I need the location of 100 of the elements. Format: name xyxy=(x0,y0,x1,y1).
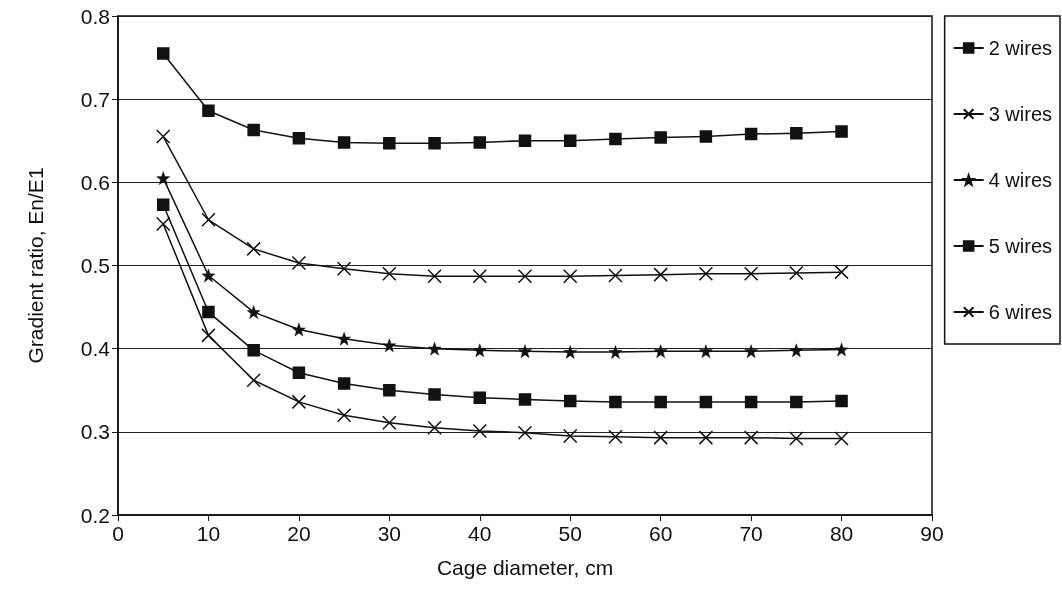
y-tick-label: 0.5 xyxy=(80,254,110,277)
point xyxy=(202,104,215,118)
point xyxy=(698,430,714,445)
point xyxy=(654,131,667,144)
point xyxy=(518,393,532,406)
x-tick-label: 0 xyxy=(112,522,124,545)
point xyxy=(201,328,216,343)
point xyxy=(517,269,533,284)
point xyxy=(155,216,171,232)
point xyxy=(563,134,577,147)
x-axis-title: Cage diameter, cm xyxy=(436,556,614,579)
legend-label: 5 wires xyxy=(988,235,1053,257)
x-tick-label: 80 xyxy=(829,522,854,545)
y-tick-label: 0.8 xyxy=(80,4,110,28)
point xyxy=(834,264,849,280)
y-tick-label: 0.2 xyxy=(80,503,110,527)
point xyxy=(699,344,713,358)
y-axis-title: Gradient ratio, En/E1 xyxy=(24,167,47,364)
point xyxy=(789,431,804,446)
x-tick-label: 70 xyxy=(739,522,763,545)
point xyxy=(156,198,170,212)
point xyxy=(292,366,306,380)
point xyxy=(427,341,442,356)
y-tick-label: 0.6 xyxy=(80,170,110,194)
point xyxy=(156,171,170,185)
point xyxy=(337,331,351,346)
point xyxy=(292,322,306,337)
point xyxy=(562,269,578,284)
point xyxy=(473,136,487,149)
point xyxy=(789,343,804,358)
point xyxy=(609,132,622,146)
point xyxy=(744,395,758,409)
legend-label: 2 wires xyxy=(988,37,1053,59)
point xyxy=(427,420,442,435)
point xyxy=(789,265,804,281)
point xyxy=(382,266,397,282)
point xyxy=(653,344,668,358)
x-tick-label: 50 xyxy=(558,522,582,545)
point xyxy=(246,373,261,388)
point xyxy=(337,377,351,390)
x-tick-label: 10 xyxy=(196,522,221,545)
point xyxy=(383,384,396,397)
point xyxy=(517,425,533,440)
point xyxy=(608,268,623,283)
point xyxy=(155,129,171,144)
point xyxy=(382,415,397,430)
point xyxy=(834,431,849,446)
point xyxy=(518,134,532,147)
point xyxy=(743,266,759,282)
point xyxy=(291,394,307,410)
legend-label: 3 wires xyxy=(988,103,1053,125)
point xyxy=(835,394,848,408)
point xyxy=(383,136,396,150)
point xyxy=(427,269,442,284)
point xyxy=(744,127,758,141)
point xyxy=(246,241,261,257)
point xyxy=(563,345,577,359)
point xyxy=(790,395,803,409)
point xyxy=(518,344,532,358)
point xyxy=(246,305,261,319)
point xyxy=(609,395,622,409)
point xyxy=(653,267,668,282)
point xyxy=(336,261,352,277)
x-tick-label: 60 xyxy=(648,522,673,545)
point xyxy=(292,132,306,145)
point xyxy=(472,423,488,439)
x-tick-label: 90 xyxy=(920,522,944,545)
point xyxy=(699,395,713,409)
x-tick-label: 40 xyxy=(468,522,492,545)
point xyxy=(653,430,668,445)
point xyxy=(428,136,441,150)
x-tick-label: 30 xyxy=(377,522,402,545)
point xyxy=(834,342,849,357)
point xyxy=(835,125,848,138)
point xyxy=(201,268,216,283)
point xyxy=(473,391,487,404)
point xyxy=(472,269,488,284)
point xyxy=(336,407,352,423)
point xyxy=(428,388,441,401)
point xyxy=(247,344,260,357)
point xyxy=(608,429,623,445)
point xyxy=(247,123,260,137)
point xyxy=(382,338,397,353)
point xyxy=(608,345,623,359)
point xyxy=(563,394,577,408)
point xyxy=(790,127,803,140)
point xyxy=(743,430,759,445)
point xyxy=(201,212,216,228)
y-tick-label: 0.7 xyxy=(80,87,110,111)
y-tick-label: 0.4 xyxy=(80,337,111,361)
x-tick-label: 20 xyxy=(287,522,311,545)
point xyxy=(473,343,487,358)
point xyxy=(337,136,351,149)
point xyxy=(699,130,713,143)
point xyxy=(562,428,578,444)
point xyxy=(202,305,215,319)
legend-label: 4 wires xyxy=(988,169,1053,191)
point xyxy=(744,344,758,358)
point xyxy=(654,395,667,409)
point xyxy=(291,255,307,271)
